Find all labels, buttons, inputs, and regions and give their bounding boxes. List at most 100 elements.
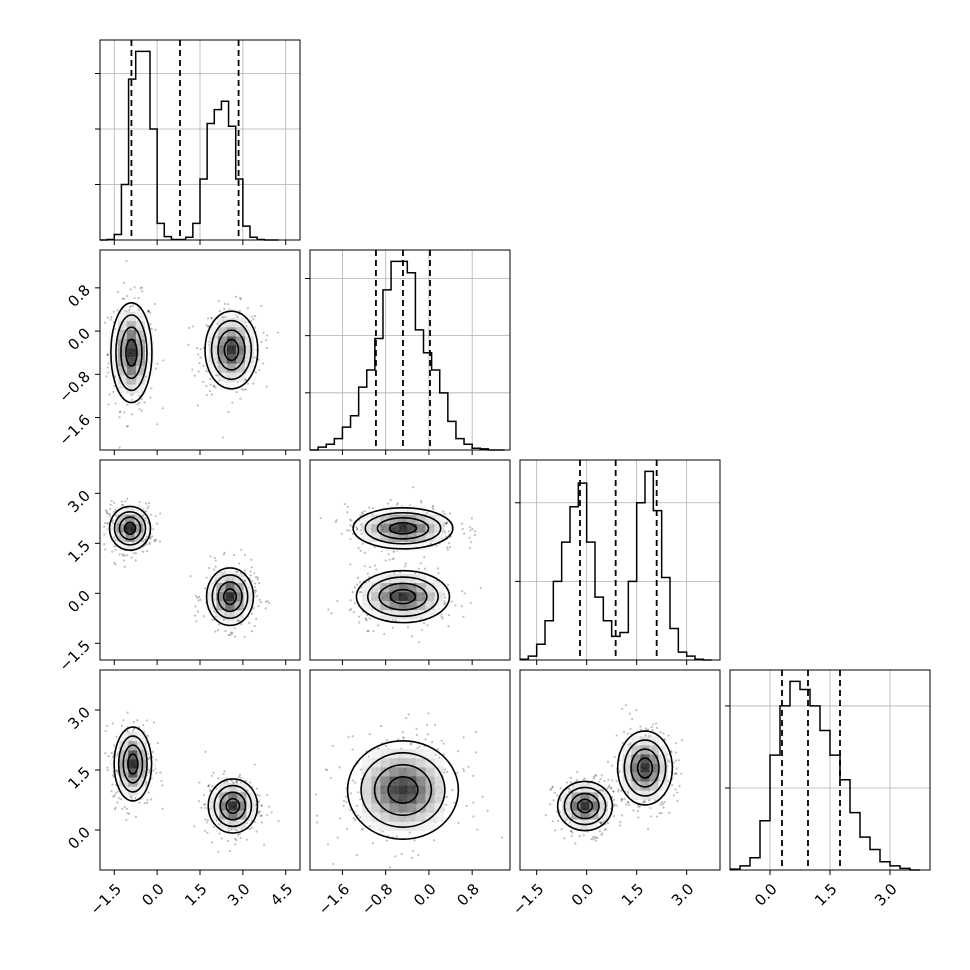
density-cell <box>225 601 235 611</box>
sample-point <box>202 793 205 797</box>
density-cell <box>571 801 581 811</box>
sample-point <box>235 570 238 573</box>
sample-point <box>239 397 242 400</box>
sample-point <box>602 820 605 823</box>
density-cell <box>125 532 135 542</box>
density-cell <box>134 523 144 533</box>
sample-point <box>627 801 630 804</box>
sample-point <box>353 602 357 605</box>
density-cell <box>407 573 417 584</box>
sample-point <box>255 787 259 790</box>
sample-point <box>388 558 391 561</box>
density-cell <box>658 772 668 782</box>
density-cell <box>235 345 246 355</box>
sample-point <box>123 281 126 284</box>
sample-point <box>137 308 141 311</box>
sample-point <box>649 806 652 810</box>
sample-point <box>193 614 197 617</box>
sample-point <box>600 821 603 824</box>
sample-point <box>204 806 207 810</box>
sample-point <box>205 369 208 372</box>
density-cell <box>217 363 227 373</box>
density-cell <box>389 758 399 768</box>
sample-point <box>469 529 472 532</box>
sample-point <box>193 825 196 828</box>
sample-point <box>124 500 127 503</box>
sample-point <box>198 362 201 365</box>
contour-level-0 <box>387 775 419 804</box>
pair-panel-content <box>103 259 280 449</box>
density-cell <box>143 523 153 533</box>
density-cell <box>126 348 136 358</box>
density-cell <box>225 592 235 602</box>
density-cell <box>622 772 632 782</box>
x-tick-label-2-2: 1.5 <box>618 880 648 910</box>
density-cell <box>416 803 426 813</box>
sample-point <box>447 625 450 628</box>
density-cell <box>580 792 590 802</box>
density-cell <box>640 763 650 773</box>
density-cell <box>631 763 641 773</box>
sample-point <box>551 786 554 789</box>
sample-point <box>613 756 616 759</box>
density-cell <box>407 812 417 822</box>
sample-point <box>336 836 339 839</box>
sample-point <box>229 850 232 853</box>
sample-point <box>116 790 119 794</box>
sample-point <box>237 775 241 778</box>
sample-point <box>342 799 346 802</box>
sample-point <box>146 507 149 510</box>
sample-point <box>116 754 119 757</box>
sample-point <box>544 814 547 817</box>
sample-point <box>434 753 437 757</box>
density-cell <box>208 345 218 355</box>
sample-point <box>236 619 239 623</box>
sample-point <box>628 803 631 806</box>
x-tick-label-0-2: 1.5 <box>181 880 211 910</box>
sample-point <box>620 789 623 792</box>
sample-point <box>146 798 149 802</box>
density-cell <box>434 523 444 533</box>
density-cell <box>380 541 390 552</box>
sample-point <box>456 771 459 775</box>
sample-point <box>253 624 256 628</box>
density-cell <box>398 523 408 533</box>
density-cell <box>407 767 417 777</box>
sample-point <box>569 780 573 784</box>
sample-point <box>600 774 603 777</box>
sample-point <box>131 729 135 733</box>
sample-point <box>591 836 594 839</box>
sample-point <box>234 837 237 840</box>
sample-point <box>472 801 475 804</box>
sample-point <box>324 768 328 771</box>
sample-point <box>644 727 647 730</box>
density-cell <box>425 803 435 813</box>
sample-point <box>159 512 162 515</box>
sample-point <box>417 641 421 644</box>
sample-point <box>358 581 361 584</box>
sample-point <box>205 576 208 579</box>
sample-point <box>675 772 678 775</box>
sample-point <box>445 521 449 524</box>
sample-point <box>440 739 443 742</box>
sample-point <box>114 514 117 517</box>
density-cell <box>580 801 590 811</box>
x-tick-label-2-0: −1.5 <box>509 880 547 918</box>
contour-level-1 <box>570 792 600 820</box>
sample-point <box>610 764 614 767</box>
sample-point <box>394 855 397 858</box>
sample-point <box>230 779 234 782</box>
density-cell <box>362 812 372 822</box>
sample-point <box>574 842 577 845</box>
sample-point <box>142 723 145 727</box>
sample-point <box>367 755 370 758</box>
sample-point <box>206 325 210 328</box>
density-cell <box>116 514 126 524</box>
sample-point <box>202 346 205 349</box>
sample-point <box>195 620 198 623</box>
sample-point <box>145 510 148 513</box>
sample-point <box>238 619 241 622</box>
sample-point <box>638 805 642 808</box>
sample-point <box>235 781 239 784</box>
density-cell <box>108 329 118 340</box>
